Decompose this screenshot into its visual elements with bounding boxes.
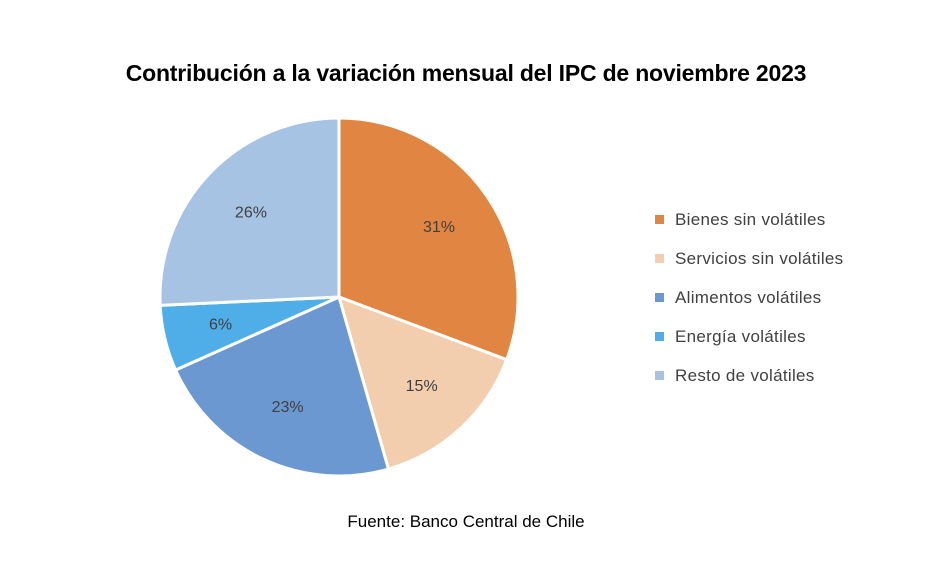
pie-slice-4 [158, 116, 341, 307]
legend-label: Alimentos volátiles [675, 287, 822, 307]
legend-label: Servicios sin volátiles [675, 248, 844, 268]
pie-slice-1 [336, 294, 509, 471]
legend-label: Bienes sin volátiles [675, 209, 826, 229]
pie-slice-2 [173, 294, 391, 478]
legend-item-0: Bienes sin volátiles [655, 200, 843, 239]
data-label-1: 15% [406, 378, 438, 395]
legend: Bienes sin volátiles Servicios sin voláti… [655, 200, 843, 395]
source-note: Fuente: Banco Central de Chile [347, 512, 585, 531]
data-label-2: 23% [272, 399, 304, 416]
legend-item-2: Alimentos volátiles [655, 278, 843, 317]
legend-swatch [655, 215, 664, 224]
data-label-0: 31% [423, 219, 455, 236]
legend-item-4: Resto de volátiles [655, 356, 843, 395]
legend-swatch [655, 371, 664, 380]
legend-label: Energía volátiles [675, 326, 806, 346]
chart-title: Contribución a la variación mensual del … [125, 60, 807, 86]
data-label-3: 6% [209, 317, 232, 334]
legend-swatch [655, 332, 664, 341]
legend-item-1: Servicios sin volátiles [655, 239, 843, 278]
legend-label: Resto de volátiles [675, 365, 815, 385]
pie-slice-0 [337, 116, 520, 362]
legend-swatch [655, 293, 664, 302]
legend-item-3: Energía volátiles [655, 317, 843, 356]
legend-swatch [655, 254, 664, 263]
data-label-4: 26% [235, 204, 267, 221]
